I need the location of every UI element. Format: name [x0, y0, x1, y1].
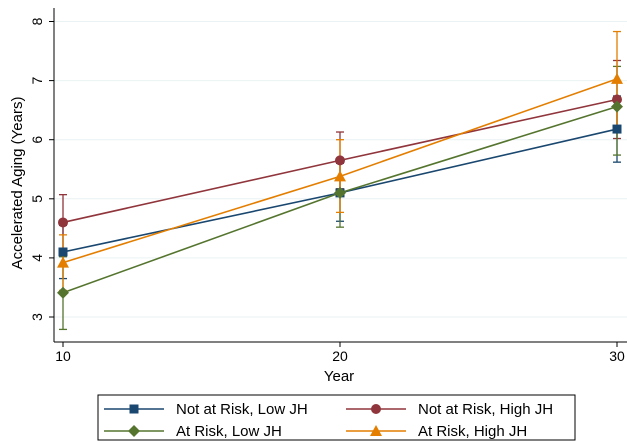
legend-label-at-risk-low-jh: At Risk, Low JH	[176, 423, 282, 440]
x-tick-label: 20	[332, 348, 348, 364]
data-point-not-at-risk-high-jh	[335, 155, 345, 166]
legend: Not at Risk, Low JH Not at Risk, High JH A…	[97, 394, 576, 441]
legend-marker-not-at-risk-low-jh	[129, 404, 139, 414]
data-point-not-at-risk-high-jh	[58, 217, 68, 228]
y-tick-label: 7	[29, 76, 45, 84]
y-tick-label: 6	[29, 136, 45, 144]
legend-box	[97, 394, 576, 441]
data-point-at-risk-low-jh	[611, 100, 623, 113]
data-point-not-at-risk-low-jh	[58, 247, 68, 257]
data-point-at-risk-high-jh	[334, 170, 346, 182]
legend-marker-at-risk-low-jh	[128, 425, 140, 437]
y-tick-label: 4	[29, 254, 45, 262]
x-axis-title: Year	[324, 368, 354, 385]
legend-label-not-at-risk-high-jh: Not at Risk, High JH	[418, 401, 553, 418]
axes: 3 4 5 6 7 8 10 20 30	[29, 8, 627, 364]
legend-label-at-risk-high-jh: At Risk, High JH	[418, 423, 527, 440]
data-point-at-risk-low-jh	[57, 286, 69, 299]
data-point-not-at-risk-low-jh	[612, 124, 622, 134]
x-tick-label: 30	[609, 348, 625, 364]
data-point-not-at-risk-high-jh	[612, 94, 622, 105]
y-tick-label: 3	[29, 313, 45, 321]
data-point-at-risk-high-jh	[611, 72, 623, 84]
data-point-at-risk-high-jh	[57, 256, 69, 268]
y-tick-label: 5	[29, 195, 45, 203]
y-tick-label: 8	[29, 17, 45, 25]
legend-label-not-at-risk-low-jh: Not at Risk, Low JH	[176, 401, 308, 418]
series-markers	[57, 72, 623, 299]
data-point-at-risk-low-jh	[334, 186, 346, 199]
x-tick-label: 10	[55, 348, 71, 364]
y-axis-title: Accelerated Aging (Years)	[9, 97, 26, 270]
legend-marker-not-at-risk-high-jh	[371, 404, 381, 414]
legend-marker-at-risk-high-jh	[370, 425, 382, 436]
